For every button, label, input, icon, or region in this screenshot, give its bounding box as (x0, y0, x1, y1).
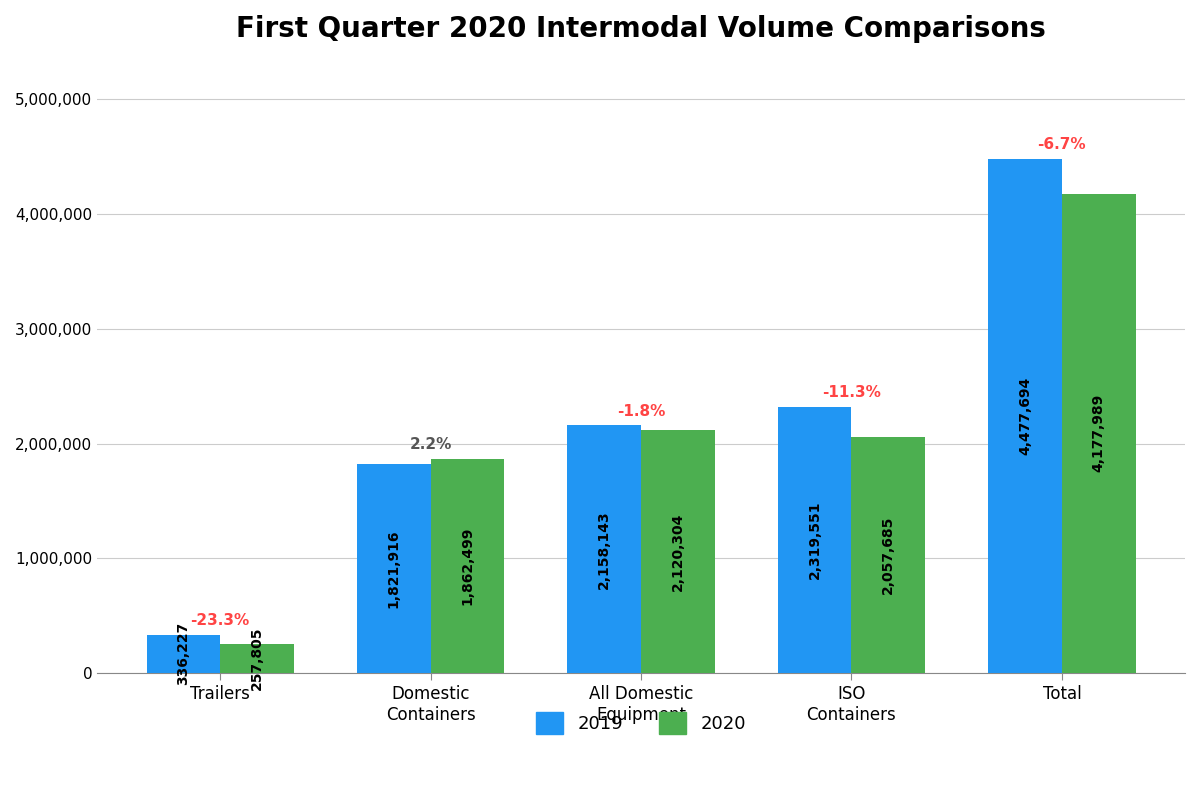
Bar (568, 425, 641, 673)
Bar (641, 430, 715, 673)
Bar (989, 159, 1062, 673)
Legend: 2019, 2020: 2019, 2020 (527, 703, 755, 743)
Bar (431, 459, 504, 673)
Bar (221, 643, 294, 673)
Bar (356, 464, 431, 673)
Text: -6.7%: -6.7% (1038, 137, 1086, 153)
Text: -11.3%: -11.3% (822, 385, 881, 400)
Text: 2,319,551: 2,319,551 (808, 501, 822, 579)
Bar (778, 407, 852, 673)
Bar (1062, 193, 1135, 673)
Text: 4,477,694: 4,477,694 (1018, 377, 1032, 455)
Text: -1.8%: -1.8% (617, 403, 665, 419)
Text: 1,821,916: 1,821,916 (386, 529, 401, 608)
Text: 257,805: 257,805 (250, 626, 264, 690)
Text: 336,227: 336,227 (176, 622, 191, 686)
Bar (852, 437, 925, 673)
Text: 2.2%: 2.2% (409, 437, 452, 452)
Text: 2,120,304: 2,120,304 (671, 512, 685, 590)
Text: 4,177,989: 4,177,989 (1092, 394, 1105, 472)
Text: -23.3%: -23.3% (191, 613, 250, 628)
Title: First Quarter 2020 Intermodal Volume Comparisons: First Quarter 2020 Intermodal Volume Com… (236, 15, 1046, 43)
Bar (146, 634, 221, 673)
Text: 2,158,143: 2,158,143 (598, 510, 611, 589)
Text: 1,862,499: 1,862,499 (461, 527, 474, 606)
Text: 2,057,685: 2,057,685 (881, 516, 895, 594)
